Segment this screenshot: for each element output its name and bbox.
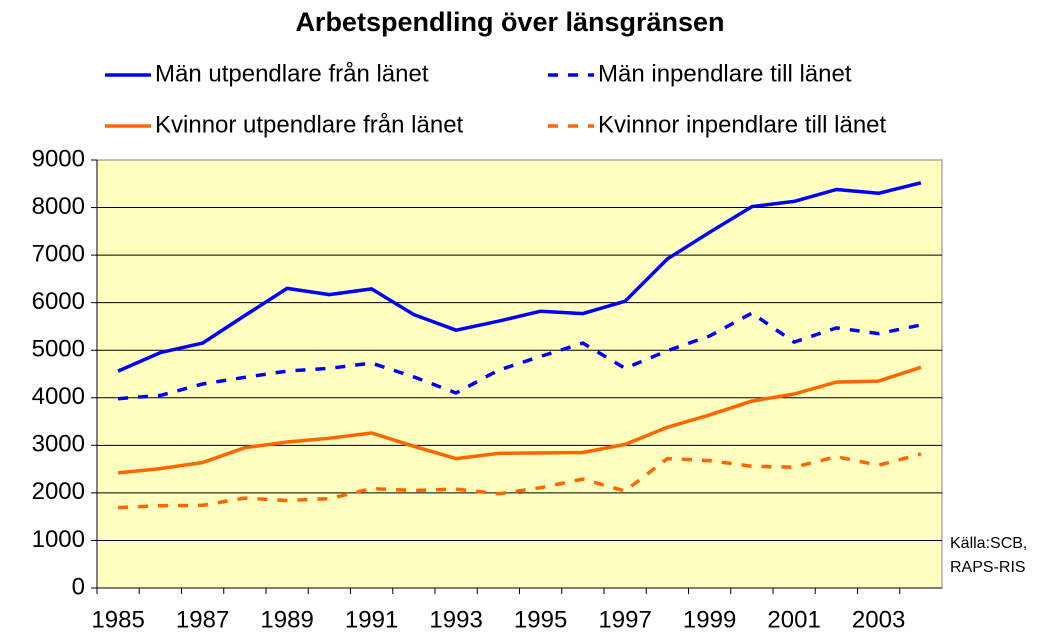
series-line: [117, 365, 922, 475]
legend-label: Kvinnor inpendlare till länet: [598, 111, 887, 138]
chart-title: Arbetspendling över länsgränsen: [295, 7, 724, 37]
x-tick-label: 1995: [514, 606, 567, 633]
y-tick-label: 6000: [32, 288, 85, 315]
plot-area: [96, 159, 943, 589]
x-tick-label: 1989: [260, 606, 313, 633]
x-tick-label: 2003: [852, 606, 905, 633]
y-tick-label: 0: [72, 573, 85, 600]
series-line: [117, 181, 922, 373]
x-tick-label: 1999: [683, 606, 736, 633]
y-tick-label: 1000: [32, 526, 85, 553]
series-line: [118, 452, 922, 510]
y-tick-label: 2000: [32, 478, 85, 505]
x-tick-label: 1987: [176, 606, 229, 633]
x-tick-label: 2001: [767, 606, 820, 633]
source-note: RAPS-RIS: [950, 559, 1026, 576]
x-tick-label: 1985: [91, 606, 144, 633]
y-tick-label: 8000: [32, 193, 85, 220]
legend-label: Kvinnor utpendlare från länet: [155, 111, 464, 138]
y-tick-label: 5000: [32, 336, 85, 363]
x-tick-label: 1991: [345, 606, 398, 633]
y-tick-label: 7000: [32, 240, 85, 267]
y-tick-label: 3000: [32, 431, 85, 458]
y-tick-label: 9000: [32, 145, 85, 172]
legend-label: Män inpendlare till länet: [598, 60, 852, 87]
source-note: Källa:SCB,: [950, 535, 1027, 552]
legend-label: Män utpendlare från länet: [155, 60, 429, 87]
y-tick-label: 4000: [32, 383, 85, 410]
x-tick-label: 1993: [429, 606, 482, 633]
x-tick-label: 1997: [598, 606, 651, 633]
